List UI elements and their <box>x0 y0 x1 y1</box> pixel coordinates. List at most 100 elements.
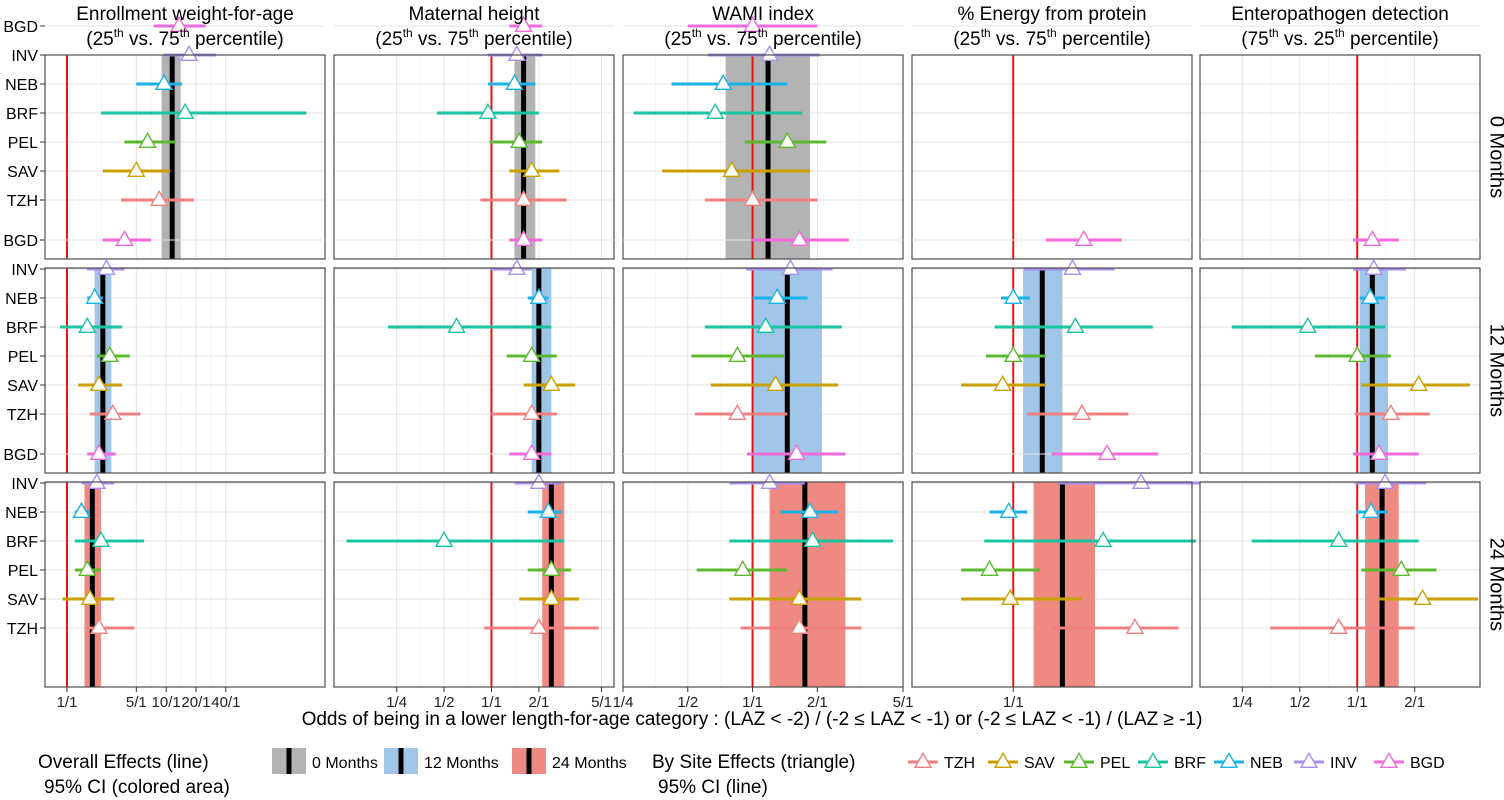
panel-border <box>44 54 326 260</box>
column-title: WAMI index <box>712 4 814 25</box>
panel-background <box>1200 482 1480 687</box>
legend-site-title-line1: By Site Effects (triangle) <box>652 752 855 773</box>
panel-border <box>44 481 326 688</box>
site-effect-triangle <box>514 15 533 33</box>
site-label: BRF <box>6 106 38 123</box>
legend-overall-title-line1: Overall Effects (line) <box>38 752 209 773</box>
site-effect-triangle <box>733 559 752 577</box>
site-effect-triangle <box>179 44 199 62</box>
subtitle-sup: th <box>180 26 190 40</box>
site-effect-triangle <box>760 472 779 490</box>
site-effect-triangle <box>154 73 174 91</box>
site-effect-triangle <box>1001 588 1020 606</box>
x-tick-label: 5/1 <box>126 694 147 711</box>
panel <box>911 25 1193 260</box>
panel <box>1199 229 1481 474</box>
site-label: NEB <box>5 505 38 522</box>
subtitle-sup: th <box>469 26 479 40</box>
panel <box>622 15 904 260</box>
panel-background <box>1200 268 1480 473</box>
site-effect-triangle <box>78 559 97 577</box>
x-tick-label: 1/4 <box>386 694 407 711</box>
site-effect-triangle <box>85 287 104 305</box>
column-subtitle: (75th vs. 25th percentile) <box>1241 26 1438 50</box>
site-label: BRF <box>6 534 38 551</box>
subtitle-sup: th <box>114 26 124 40</box>
legend-site-triangle <box>913 751 933 769</box>
column-title: Enrollment weight-for-age <box>76 4 294 25</box>
site-effect-triangle <box>175 102 195 120</box>
site-effect-triangle <box>803 530 822 548</box>
panel <box>911 443 1205 688</box>
site-label: PEL <box>8 135 38 152</box>
panel-border <box>1199 481 1481 688</box>
site-effect-triangle <box>1329 617 1348 635</box>
panel-background <box>45 55 325 259</box>
row-strip-label: 12 Months <box>1486 324 1504 417</box>
site-effect-triangle <box>743 189 762 207</box>
x-axis-label: Odds of being in a lower length-for-age … <box>302 709 1203 730</box>
x-tick-label: 5/1 <box>893 694 914 711</box>
site-effect-triangle <box>790 588 809 606</box>
site-effect-triangle <box>91 530 111 548</box>
site-effect-triangle <box>97 258 116 276</box>
panel-border <box>333 54 615 260</box>
legend-site-title-line2: 95% CI (line) <box>658 777 768 798</box>
site-effect-triangle <box>800 501 820 519</box>
subtitle-part: (25 <box>664 29 691 50</box>
x-tick-label: 20/1 <box>181 694 210 711</box>
x-tick-label: 1/4 <box>613 694 634 711</box>
site-label: SAV <box>7 164 38 181</box>
panel-background <box>912 55 1192 259</box>
panel <box>44 15 326 260</box>
panel <box>333 229 615 474</box>
legend-site-triangle <box>1069 751 1089 769</box>
x-tick-label: 1/1 <box>1003 694 1024 711</box>
column-subtitle: (25th vs. 75th percentile) <box>86 26 283 50</box>
legend-label: PEL <box>1100 755 1130 772</box>
panel <box>622 443 904 688</box>
column-subtitle: (25th vs. 75th percentile) <box>953 26 1150 50</box>
panel-background <box>334 482 614 687</box>
panel-border <box>333 267 615 474</box>
site-label: INV <box>11 48 38 65</box>
column-subtitle: (25th vs. 75th percentile) <box>664 26 861 50</box>
site-effect-triangle <box>522 443 541 461</box>
panel-background <box>334 55 614 259</box>
site-effect-triangle <box>89 443 109 461</box>
site-effect-triangle <box>1369 443 1389 461</box>
legend-site-triangle <box>1379 751 1399 769</box>
panel-background <box>1200 55 1480 259</box>
legend-label: BRF <box>1174 755 1206 772</box>
site-effect-triangle <box>434 530 454 548</box>
panel <box>1199 443 1481 688</box>
subtitle-sup: th <box>1047 26 1057 40</box>
site-effect-triangle <box>514 189 533 207</box>
x-tick-label: 1/4 <box>1232 694 1253 711</box>
site-effect-triangle <box>1329 530 1348 548</box>
x-tick-label: 5/1 <box>591 694 612 711</box>
subtitle-sup: th <box>1269 26 1279 40</box>
panel <box>333 443 615 688</box>
panel-border <box>622 267 904 474</box>
site-effect-triangle <box>1074 229 1093 247</box>
x-tick-label: 1/2 <box>434 694 455 711</box>
site-effect-triangle <box>127 160 146 178</box>
subtitle-part: (25 <box>953 29 980 50</box>
site-effect-triangle <box>522 160 541 178</box>
site-effect-triangle <box>89 617 109 635</box>
x-tick-label: 2/1 <box>807 694 828 711</box>
subtitle-sup: th <box>692 26 702 40</box>
site-effect-triangle <box>713 73 733 91</box>
panel <box>44 443 326 688</box>
subtitle-part: percentile) <box>768 29 862 50</box>
site-effect-triangle <box>743 15 762 33</box>
legend-site-triangle <box>1143 751 1163 769</box>
panel <box>1199 25 1481 260</box>
site-effect-triangle <box>756 316 775 334</box>
site-effect-triangle <box>115 229 134 247</box>
x-tick-label: 1/1 <box>481 694 502 711</box>
subtitle-part: (25 <box>86 29 113 50</box>
legend-label: INV <box>1330 755 1357 772</box>
